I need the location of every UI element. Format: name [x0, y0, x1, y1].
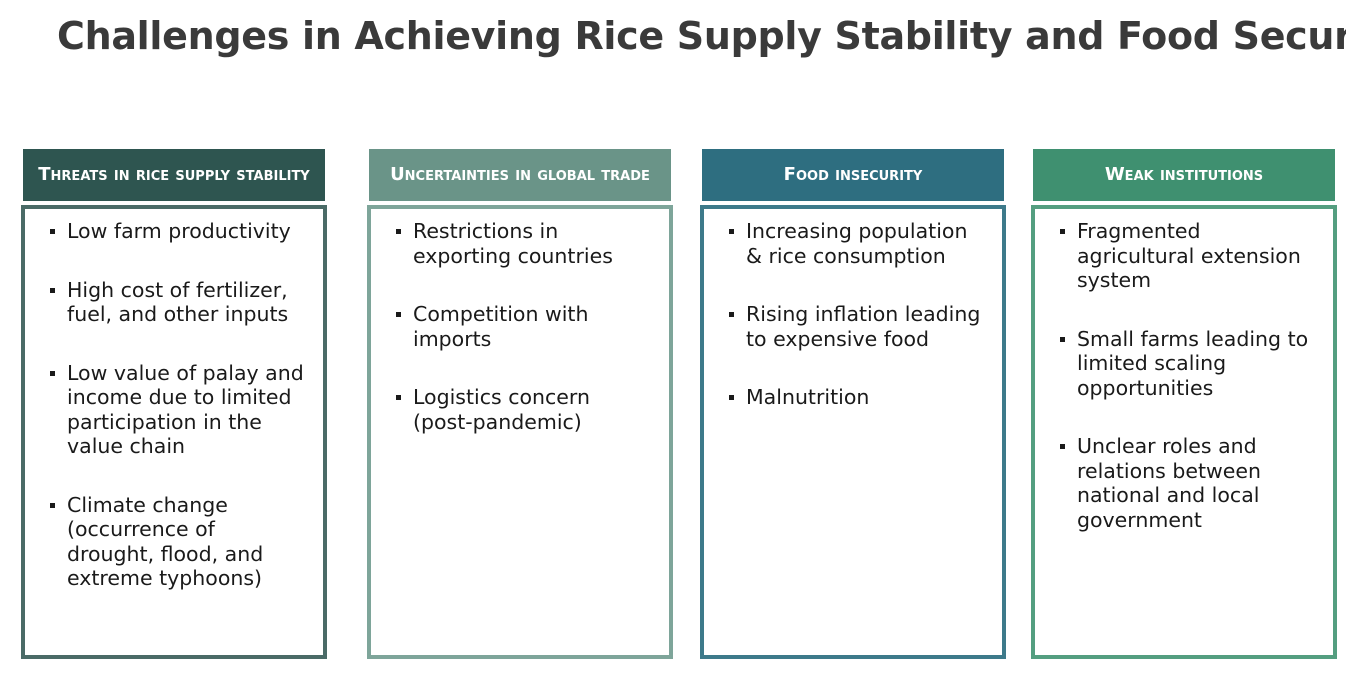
- column-heading: Threats in rice supply stability: [23, 149, 325, 201]
- column: Food insecurity Increasing population & r…: [700, 149, 1006, 659]
- bullet-list: Restrictions in exporting countries Compe…: [395, 219, 651, 434]
- column-box: Restrictions in exporting countries Compe…: [367, 205, 673, 659]
- column: Weak institutions Fragmented agricultural…: [1031, 149, 1337, 659]
- bullet-item: Small farms leading to limited scaling o…: [1059, 327, 1315, 401]
- bullet-item: Low value of palay and income due to lim…: [49, 361, 305, 459]
- slide-title: Challenges in Achieving Rice Supply Stab…: [57, 14, 1346, 58]
- bullet-item: Fragmented agricultural extension system: [1059, 219, 1315, 293]
- column: Uncertainties in global trade Restriction…: [367, 149, 673, 659]
- bullet-item: Rising inflation leading to expensive fo…: [728, 302, 984, 351]
- bullet-item: Increasing population & rice consumption: [728, 219, 984, 268]
- bullet-item: Logistics concern (post-pandemic): [395, 385, 651, 434]
- column: Threats in rice supply stability Low farm…: [21, 149, 327, 659]
- bullet-item: Malnutrition: [728, 385, 984, 410]
- bullet-list: Increasing population & rice consumption…: [728, 219, 984, 410]
- column-heading: Weak institutions: [1033, 149, 1335, 201]
- column-heading: Uncertainties in global trade: [369, 149, 671, 201]
- bullet-item: Low farm productivity: [49, 219, 305, 244]
- bullet-item: Restrictions in exporting countries: [395, 219, 651, 268]
- bullet-list: Fragmented agricultural extension system…: [1059, 219, 1315, 532]
- bullet-list: Low farm productivity High cost of fertil…: [49, 219, 305, 591]
- bullet-item: Competition with imports: [395, 302, 651, 351]
- bullet-item: High cost of fertilizer, fuel, and other…: [49, 278, 305, 327]
- column-box: Increasing population & rice consumption…: [700, 205, 1006, 659]
- column-heading: Food insecurity: [702, 149, 1004, 201]
- column-box: Fragmented agricultural extension system…: [1031, 205, 1337, 659]
- bullet-item: Unclear roles and relations between nati…: [1059, 434, 1315, 532]
- column-box: Low farm productivity High cost of fertil…: [21, 205, 327, 659]
- bullet-item: Climate change (occurrence of drought, f…: [49, 493, 305, 591]
